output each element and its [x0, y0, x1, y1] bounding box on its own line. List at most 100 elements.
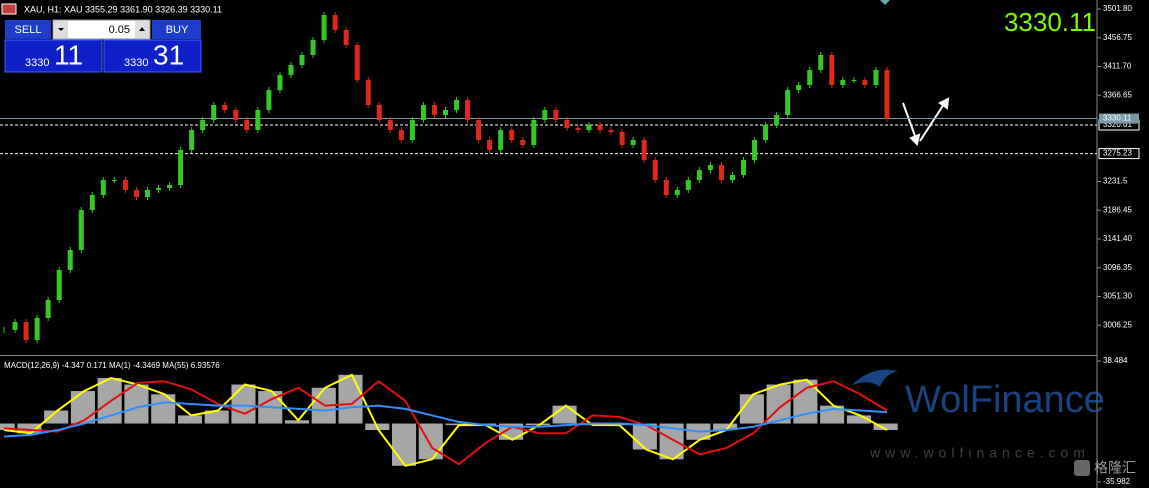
y-tick-label: 3051.30 — [1103, 292, 1132, 301]
sell-price-box[interactable] — [4, 39, 103, 73]
candle-body — [829, 55, 835, 86]
source: 格隆汇 — [1094, 460, 1136, 476]
candle-body — [685, 180, 691, 190]
arrow-down — [902, 102, 916, 137]
candle-body — [222, 104, 228, 111]
macd-bar — [284, 420, 310, 424]
macd-bar — [0, 423, 15, 431]
source-icon — [1074, 460, 1090, 476]
candle-body — [575, 128, 581, 130]
macd-bar — [44, 410, 69, 424]
symbol-icon — [1, 3, 17, 15]
candle-body — [233, 110, 239, 120]
candle-body — [100, 180, 106, 196]
macd-bar — [204, 410, 229, 424]
candle-body — [398, 129, 404, 141]
candle-body — [420, 104, 426, 120]
candle-body — [288, 65, 294, 75]
candle-body — [167, 184, 173, 188]
candle-body — [487, 140, 493, 151]
buy-price-small: 31 — [153, 39, 184, 70]
candle-body — [696, 170, 702, 181]
candle-body — [244, 119, 250, 130]
watermark: WolFinance www.wolfinance.com 格隆汇 — [852, 369, 1136, 476]
candle-body — [873, 70, 879, 86]
buy-button[interactable] — [152, 20, 201, 39]
brand: WolFinance — [905, 379, 1105, 421]
candle-body — [409, 119, 415, 141]
lot-value: 0.05 — [109, 24, 130, 36]
candle-body — [542, 110, 548, 120]
macd-bar — [846, 415, 871, 424]
candle-body — [111, 180, 117, 182]
sell-price-big: 3330 — [25, 57, 49, 69]
candle-body — [144, 189, 150, 197]
candle-body — [707, 165, 713, 171]
candle-body — [774, 114, 780, 126]
candle-body — [785, 89, 791, 115]
candle-body — [796, 85, 802, 90]
url: www.wolfinance.com — [869, 445, 1090, 461]
candle-body — [752, 140, 758, 160]
candle-body — [78, 210, 84, 250]
candle-body — [67, 249, 73, 270]
candle-body — [277, 74, 283, 90]
candle-body — [520, 140, 526, 145]
buy-price-big: 3330 — [124, 57, 148, 69]
y-tick-label: 3231.5 — [1103, 177, 1128, 186]
y-tick-label: 3456.75 — [1103, 33, 1132, 42]
sell-button[interactable] — [5, 20, 51, 39]
arrow-head — [909, 133, 921, 146]
candle-body — [619, 131, 625, 145]
candle-body — [332, 14, 338, 30]
candle-body — [741, 159, 747, 175]
candle-body — [531, 119, 537, 145]
candle-body — [89, 195, 95, 211]
candle-body — [851, 80, 857, 82]
candle-body — [454, 99, 460, 111]
candle-body — [12, 322, 18, 330]
candle-body — [818, 55, 824, 71]
level-box — [1098, 148, 1140, 160]
candle-body — [630, 140, 636, 145]
big-price: 3330.11 — [1004, 7, 1096, 37]
y-tick-label: 3141.40 — [1103, 234, 1132, 243]
lot-field[interactable] — [52, 19, 151, 40]
y-tick-label: 3501.80 — [1103, 4, 1132, 13]
buy-price-box[interactable] — [103, 39, 202, 73]
arrow-up — [919, 103, 945, 142]
candle-body — [608, 129, 614, 132]
macd-bar — [391, 423, 417, 466]
candle-body — [343, 29, 349, 45]
sell-label: SELL — [15, 24, 42, 36]
arrow — [139, 27, 145, 31]
candle-body — [498, 129, 504, 151]
buy-label: BUY — [166, 24, 189, 36]
candle-body — [586, 125, 592, 130]
macd-bar — [70, 391, 95, 424]
y-tick-label: 3096.35 — [1103, 263, 1132, 272]
candle-body — [509, 129, 515, 141]
candle-body — [321, 14, 327, 41]
macd-bar — [177, 415, 203, 424]
y-tick-label: -35.982 — [1103, 477, 1131, 486]
candle-body — [729, 174, 735, 181]
macd-bar — [445, 423, 470, 426]
candle-body — [56, 269, 62, 300]
candle-body — [387, 119, 393, 130]
candle-body — [674, 189, 680, 196]
candle-body — [122, 180, 128, 190]
candle-body — [641, 140, 647, 160]
candle-body — [365, 80, 371, 105]
level-label: 3275.23 — [1103, 149, 1132, 158]
candle-body — [34, 317, 40, 341]
candle-body — [189, 129, 195, 150]
macd-line — [3, 373, 888, 467]
candle-body — [156, 187, 162, 190]
macd-bar — [231, 384, 256, 424]
level-label: 3320.01 — [1103, 120, 1132, 129]
macd-bar — [525, 423, 550, 426]
candle-body — [211, 104, 217, 120]
candle-body — [840, 80, 846, 86]
y-tick-label: 3186.45 — [1103, 205, 1132, 214]
